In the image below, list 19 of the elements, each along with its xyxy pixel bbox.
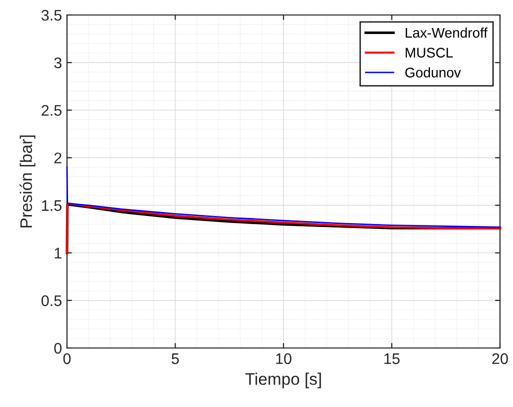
y-axis-title: Presión [bar] <box>20 135 36 228</box>
legend-label: MUSCL <box>406 48 453 58</box>
x-axis-title: Tiempo [s] <box>245 372 321 388</box>
x-tick-label: 0 <box>63 353 71 364</box>
x-tick-label: 10 <box>276 353 292 364</box>
y-tick-label: 0 <box>54 342 62 354</box>
y-tick-label: 0.5 <box>42 295 62 306</box>
x-tick-label: 20 <box>492 353 508 364</box>
x-tick-label: 5 <box>172 353 179 364</box>
y-tick-label: 3.5 <box>41 10 62 21</box>
y-tick-label: 1.5 <box>42 200 62 211</box>
line-series <box>66 166 501 228</box>
y-tick-label: 3 <box>54 57 62 68</box>
x-tick-label: 15 <box>384 353 400 364</box>
y-tick-label: 1 <box>54 248 62 258</box>
y-tick-label: 2 <box>54 152 62 164</box>
y-tick-label: 2.5 <box>42 105 62 116</box>
legend-label: Lax-Wendroff <box>406 28 488 38</box>
legend-label: Godunov <box>405 67 461 78</box>
